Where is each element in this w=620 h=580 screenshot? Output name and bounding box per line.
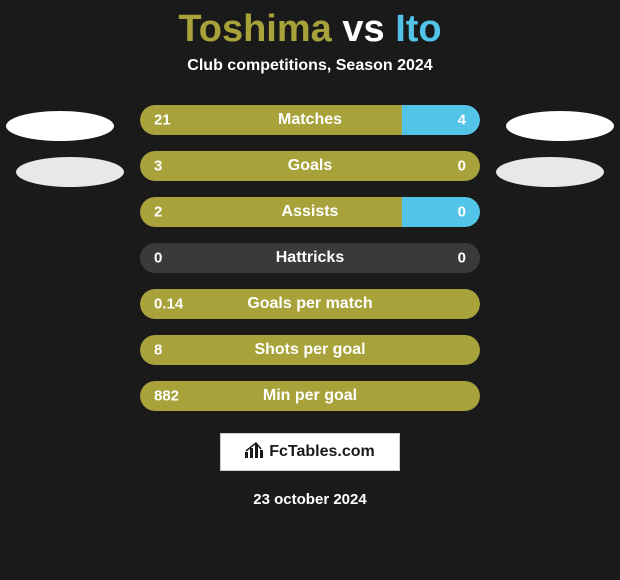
brand-text: FcTables.com <box>269 443 375 461</box>
stat-label: Shots per goal <box>140 341 480 359</box>
stat-bar-row: Goals per match0.14 <box>140 289 480 319</box>
stat-value-right: 0 <box>458 158 466 175</box>
stat-value-left: 0 <box>154 250 162 267</box>
stat-value-right: 0 <box>458 250 466 267</box>
chart-icon <box>245 442 265 463</box>
stat-label: Goals per match <box>140 295 480 313</box>
stat-label: Matches <box>140 111 480 129</box>
footer-date: 23 october 2024 <box>0 491 620 508</box>
player-left-name: Toshima <box>178 8 331 50</box>
page-title: Toshima vs Ito <box>0 0 620 51</box>
stat-value-right: 0 <box>458 204 466 221</box>
decorative-ellipse <box>506 111 614 141</box>
stat-bar-row: Min per goal882 <box>140 381 480 411</box>
stat-bar-row: Goals3 0 <box>140 151 480 181</box>
decorative-ellipse <box>16 157 124 187</box>
stat-value-left: 2 <box>154 204 162 221</box>
stat-bar-row: Shots per goal8 <box>140 335 480 365</box>
stat-value-left: 21 <box>154 112 171 129</box>
stat-value-left: 882 <box>154 388 179 405</box>
stat-value-right: 4 <box>458 112 466 129</box>
decorative-ellipse <box>6 111 114 141</box>
stat-bar-row: Assists2 0 <box>140 197 480 227</box>
stat-label: Assists <box>140 203 480 221</box>
stat-bar-row: Hattricks0 0 <box>140 243 480 273</box>
stat-value-left: 8 <box>154 342 162 359</box>
stat-value-left: 0.14 <box>154 296 183 313</box>
vs-separator: vs <box>342 8 384 50</box>
decorative-ellipse <box>496 157 604 187</box>
brand-badge: FcTables.com <box>220 433 400 471</box>
stat-label: Goals <box>140 157 480 175</box>
player-right-name: Ito <box>395 8 441 50</box>
stats-bars-container: Matches214Goals30Assists20Hattricks00Goa… <box>140 105 480 411</box>
subtitle: Club competitions, Season 2024 <box>0 57 620 75</box>
stat-bar-row: Matches21 4 <box>140 105 480 135</box>
stat-label: Min per goal <box>140 387 480 405</box>
stat-label: Hattricks <box>140 249 480 267</box>
stat-value-left: 3 <box>154 158 162 175</box>
stats-content: Matches214Goals30Assists20Hattricks00Goa… <box>0 105 620 508</box>
